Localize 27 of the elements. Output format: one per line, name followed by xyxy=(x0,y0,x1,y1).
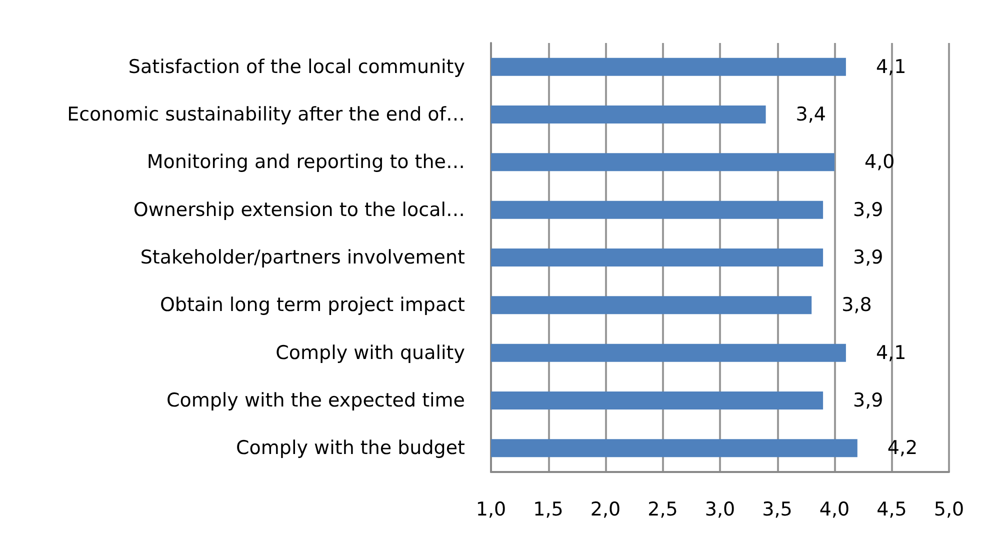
x-tick-label: 1,0 xyxy=(476,498,506,520)
x-tick-label: 4,0 xyxy=(819,498,850,520)
y-tick-label: Ownership extension to the local… xyxy=(133,198,465,221)
y-tick-label: Obtain long term project impact xyxy=(160,294,465,316)
y-tick-label: Comply with the budget xyxy=(236,437,465,460)
data-label: 4,1 xyxy=(876,56,906,78)
data-label: 3,9 xyxy=(853,246,884,268)
data-label: 3,9 xyxy=(853,198,884,221)
x-tick-label: 1,5 xyxy=(533,498,564,520)
y-tick-label: Economic sustainability after the end of… xyxy=(67,104,465,126)
data-label: 4,0 xyxy=(864,151,895,174)
y-tick-label: Monitoring and reporting to the… xyxy=(146,151,465,174)
x-tick-label: 2,5 xyxy=(648,498,678,520)
y-tick-label: Satisfaction of the local community xyxy=(128,56,465,78)
y-tick-label: Comply with quality xyxy=(276,342,465,364)
x-tick-label: 5,0 xyxy=(934,498,964,520)
x-tick-label: 2,0 xyxy=(590,498,621,520)
y-tick-label: Comply with the expected time xyxy=(166,390,465,412)
data-label: 4,2 xyxy=(887,437,918,460)
x-tick-label: 3,5 xyxy=(762,498,792,520)
x-tick-label: 4,5 xyxy=(876,498,907,520)
data-label: 3,8 xyxy=(842,294,872,316)
data-label: 4,1 xyxy=(876,342,906,364)
data-label: 3,4 xyxy=(796,104,826,126)
y-tick-label: Stakeholder/partners involvement xyxy=(140,246,465,268)
x-tick-label: 3,0 xyxy=(704,498,736,520)
data-label: 3,9 xyxy=(853,390,884,412)
